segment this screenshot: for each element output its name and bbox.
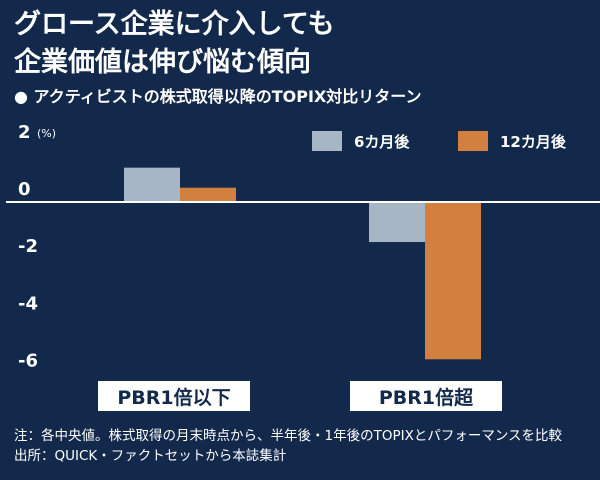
bar-6m-1: [369, 202, 425, 243]
y-tick-label: -4: [18, 293, 38, 314]
bar-6m-0: [124, 167, 180, 202]
source-line: 出所：QUICK・ファクトセットから本誌集計: [14, 448, 287, 464]
bar-12m-1: [425, 202, 481, 360]
bar-12m-0: [180, 187, 236, 202]
legend-label-0: 6カ月後: [354, 133, 410, 151]
y-tick-label: 2: [18, 122, 31, 143]
legend-swatch-0: [312, 131, 342, 151]
chart-subtitle: ● アクティビストの株式取得以降のTOPIX対比リターン: [14, 87, 422, 106]
title-line-2: 企業価値は伸び悩む傾向: [14, 47, 311, 78]
category-box-0: [98, 381, 250, 411]
category-box-1: [350, 381, 502, 411]
legend-swatch-1: [458, 131, 488, 151]
y-tick-label: 0: [18, 179, 31, 200]
footnotes: 注：各中央値。株式取得の月末時点から、半年後・1年後のTOPIXとパフォーマンス…: [14, 426, 562, 466]
legend-label-1: 12カ月後: [500, 133, 567, 151]
y-tick-label: -6: [18, 351, 38, 372]
category-label-1: PBR1倍超: [379, 386, 474, 409]
title-line-1: グロース企業に介入しても: [14, 9, 335, 40]
y-unit-label: (%): [37, 127, 56, 140]
chart-title: グロース企業に介入しても 企業価値は伸び悩む傾向: [14, 6, 335, 82]
category-label-0: PBR1倍以下: [117, 386, 230, 409]
note-line: 注：各中央値。株式取得の月末時点から、半年後・1年後のTOPIXとパフォーマンス…: [14, 428, 563, 444]
y-tick-label: -2: [18, 236, 38, 257]
